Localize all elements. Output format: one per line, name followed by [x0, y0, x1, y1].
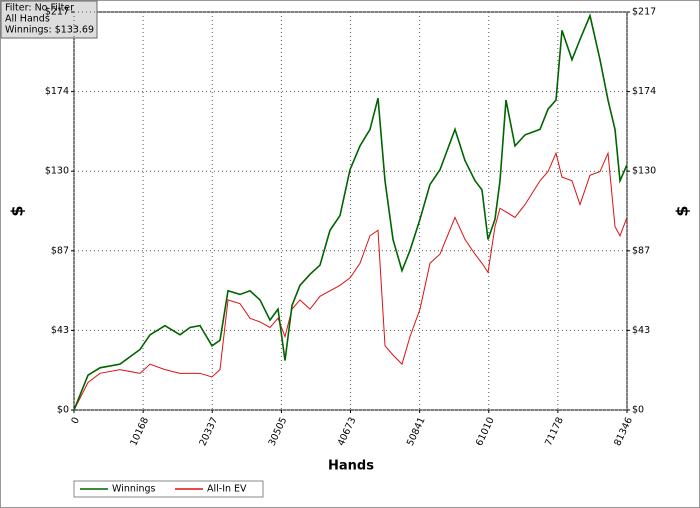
legend-label: Winnings: [112, 484, 156, 495]
y-tick-label: $174: [45, 86, 69, 97]
y2-tick-label: $130: [632, 166, 656, 177]
info-box: [0, 0, 98, 39]
y-axis-label: $: [8, 205, 27, 216]
x-tick-label: 0: [69, 416, 82, 426]
y-tick-label: $0: [57, 405, 69, 416]
y2-tick-label: $43: [632, 325, 650, 336]
y2-tick-label: $0: [632, 405, 644, 416]
y2-axis-label: $: [673, 205, 692, 216]
legend-label: All-In EV: [207, 484, 247, 495]
y2-tick-label: $217: [632, 7, 656, 18]
info-background: [0, 0, 98, 39]
x-axis-label: Hands: [328, 459, 374, 474]
y-tick-label: $130: [45, 166, 69, 177]
info-line: Winnings: $133.69: [5, 25, 94, 36]
y-tick-label: $43: [51, 325, 69, 336]
y-tick-label: $87: [51, 245, 69, 256]
plot-area: [73, 11, 628, 411]
y2-tick-label: $174: [632, 86, 656, 97]
series-line: [73, 151, 628, 411]
info-line: Filter: No Filter: [5, 3, 74, 14]
series-line: [73, 13, 628, 411]
info-line: All Hands: [5, 14, 50, 25]
y2-tick-label: $87: [632, 245, 650, 256]
legend-box: [73, 480, 264, 498]
y-tick-label: $217: [45, 7, 69, 18]
